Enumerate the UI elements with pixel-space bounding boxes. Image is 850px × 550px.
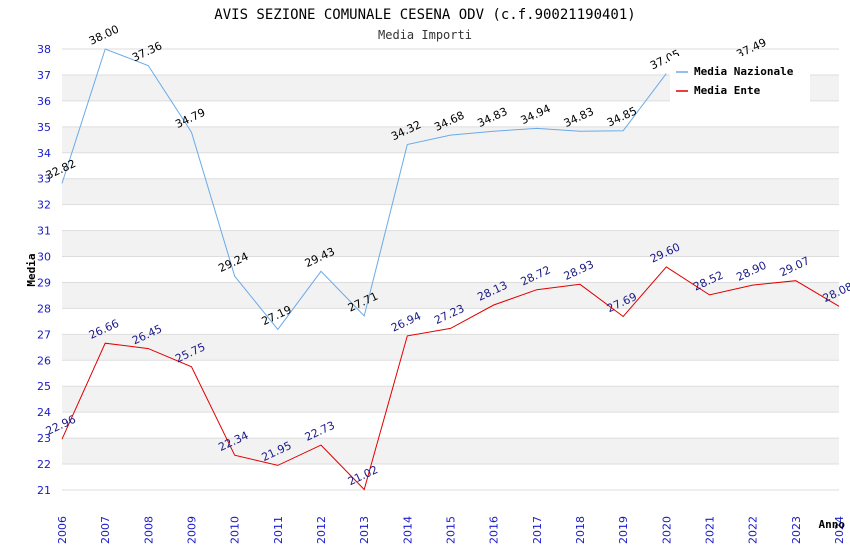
y-axis-label: Media — [25, 253, 38, 286]
grid-band — [62, 100, 839, 127]
legend-label-nazionale: Media Nazionale — [694, 65, 794, 78]
y-tick-label: 35 — [37, 121, 51, 134]
x-tick-label: 2015 — [445, 516, 458, 544]
x-tick-label: 2009 — [186, 516, 199, 544]
x-tick-label: 2014 — [401, 516, 414, 544]
x-tick-label: 2023 — [790, 516, 803, 544]
grid-band — [62, 412, 839, 439]
x-tick-label: 2008 — [142, 516, 155, 544]
series-line-ente — [61, 266, 840, 491]
x-tick-label: 2024 — [833, 516, 846, 544]
legend: Media Nazionale Media Ente — [670, 56, 810, 102]
grid-band — [62, 386, 839, 413]
x-tick-label: 2007 — [99, 516, 112, 544]
y-tick-label: 27 — [37, 328, 51, 341]
legend-label-ente: Media Ente — [694, 84, 761, 97]
grid-band — [62, 464, 839, 490]
x-tick-label: 2011 — [272, 516, 285, 544]
grid-bands — [62, 48, 839, 491]
x-tick-label: 2019 — [617, 516, 630, 544]
grid-band — [62, 230, 839, 257]
y-tick-label: 25 — [37, 380, 51, 393]
x-tick-label: 2018 — [574, 516, 587, 544]
y-tick-label: 30 — [37, 251, 51, 264]
grid-band — [62, 334, 839, 361]
y-tick-label: 22 — [37, 458, 51, 471]
y-tick-label: 29 — [37, 276, 51, 289]
y-tick-label: 32 — [37, 199, 51, 212]
x-tick-label: 2013 — [358, 516, 371, 544]
x-tick-label: 2020 — [660, 516, 673, 544]
x-tick-label: 2022 — [747, 516, 760, 544]
y-tick-label: 24 — [37, 406, 51, 419]
x-tick-label: 2021 — [704, 516, 717, 544]
y-tick-label: 26 — [37, 354, 51, 367]
grid-band — [62, 152, 839, 179]
y-tick-label: 31 — [37, 225, 51, 238]
series-lines — [61, 49, 840, 491]
y-tick-label: 28 — [37, 302, 51, 315]
chart-title: AVIS SEZIONE COMUNALE CESENA ODV (c.f.90… — [214, 7, 635, 23]
x-tick-label: 2012 — [315, 516, 328, 544]
grid-band — [62, 204, 839, 231]
y-tick-label: 37 — [37, 69, 51, 82]
grid-band — [62, 282, 839, 309]
x-tick-label: 2006 — [56, 516, 69, 544]
chart-subtitle: Media Importi — [378, 28, 472, 42]
legend-box — [670, 56, 810, 102]
grid-band — [62, 308, 839, 335]
data-label-nazionale: 38.00 — [87, 23, 121, 48]
x-axis-label: Anno — [819, 518, 846, 531]
grid-band — [62, 126, 839, 153]
x-tick-label: 2017 — [531, 516, 544, 544]
grid-band — [62, 438, 839, 465]
grid-band — [62, 178, 839, 205]
grid-band — [62, 256, 839, 283]
y-axis-ticks: 21 22 23 24 25 26 27 28 29 30 31 32 33 34 35 36 37 38 — [37, 43, 51, 497]
x-axis-ticks: 2006 2007 2008 2009 2010 2011 2012 2013 2014 2015… — [56, 516, 846, 544]
x-tick-label: 2010 — [229, 516, 242, 544]
y-tick-label: 23 — [37, 432, 51, 445]
y-tick-label: 34 — [37, 147, 51, 160]
y-tick-label: 38 — [37, 43, 51, 56]
y-tick-label: 33 — [37, 173, 51, 186]
x-tick-label: 2016 — [488, 516, 501, 544]
grid-band — [62, 360, 839, 387]
y-tick-label: 36 — [37, 95, 51, 108]
y-tick-label: 21 — [37, 484, 51, 497]
